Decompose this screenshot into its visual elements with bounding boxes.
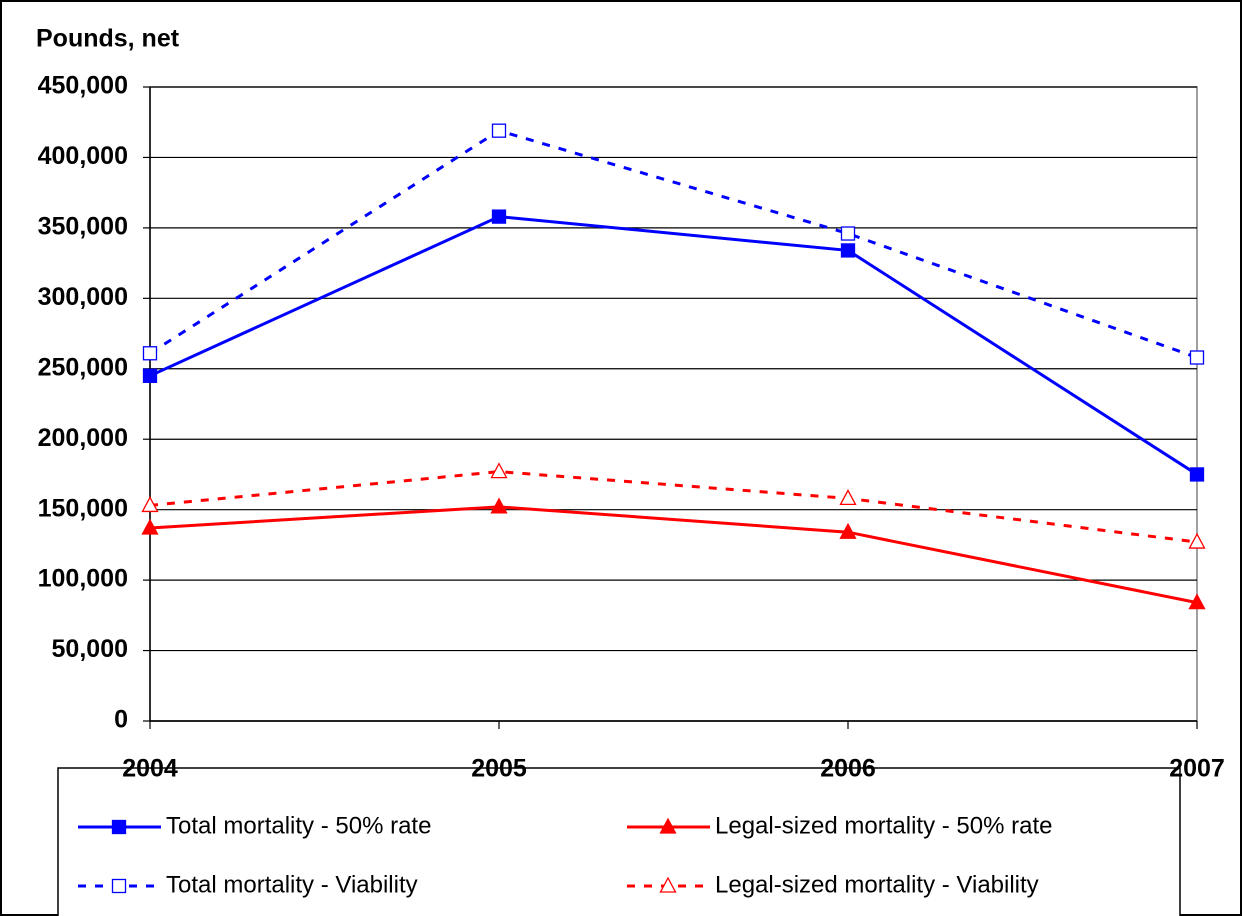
series-line: [149, 470, 1198, 544]
data-point: [141, 518, 159, 535]
data-point: [1189, 350, 1205, 365]
legend-marker: [111, 878, 127, 894]
data-point: [141, 496, 159, 513]
data-point: [491, 123, 507, 138]
y-tick-label: 250,000: [38, 353, 128, 381]
series-line: [149, 129, 1198, 359]
data-point: [840, 226, 856, 241]
legend-box: [57, 767, 1181, 916]
x-tick-label: 2005: [471, 755, 527, 783]
data-point: [1188, 532, 1206, 549]
series-line: [149, 505, 1198, 605]
y-tick-label: 450,000: [38, 72, 128, 100]
data-point: [490, 462, 508, 479]
y-tick-label: 350,000: [38, 212, 128, 240]
y-tick-label: 50,000: [52, 635, 128, 663]
data-point: [840, 243, 856, 258]
y-tick-label: 400,000: [38, 142, 128, 170]
data-point: [1188, 593, 1206, 610]
x-tick-label: 2007: [1169, 755, 1225, 783]
y-axis-title: Pounds, net: [36, 25, 180, 53]
y-tick-label: 100,000: [38, 565, 128, 593]
data-point: [142, 368, 158, 383]
data-point: [490, 497, 508, 514]
x-tick-label: 2006: [820, 755, 876, 783]
data-point: [1189, 467, 1205, 482]
legend-marker: [659, 876, 677, 893]
data-point: [839, 489, 857, 506]
legend-marker: [659, 817, 677, 834]
legend-label: Legal-sized mortality - 50% rate: [715, 812, 1052, 839]
x-tick-label: 2004: [122, 755, 178, 783]
data-point: [142, 346, 158, 361]
legend-label: Total mortality - 50% rate: [166, 812, 431, 839]
data-point: [839, 522, 857, 539]
y-tick-label: 300,000: [38, 283, 128, 311]
y-tick-label: 150,000: [38, 494, 128, 522]
series-line: [149, 215, 1198, 476]
y-tick-label: 0: [114, 706, 128, 734]
data-point: [491, 209, 507, 224]
legend-label: Total mortality - Viability: [166, 871, 418, 898]
legend-label: Legal-sized mortality - Viability: [715, 871, 1039, 898]
y-tick-label: 200,000: [38, 424, 128, 452]
legend-marker: [111, 819, 127, 835]
